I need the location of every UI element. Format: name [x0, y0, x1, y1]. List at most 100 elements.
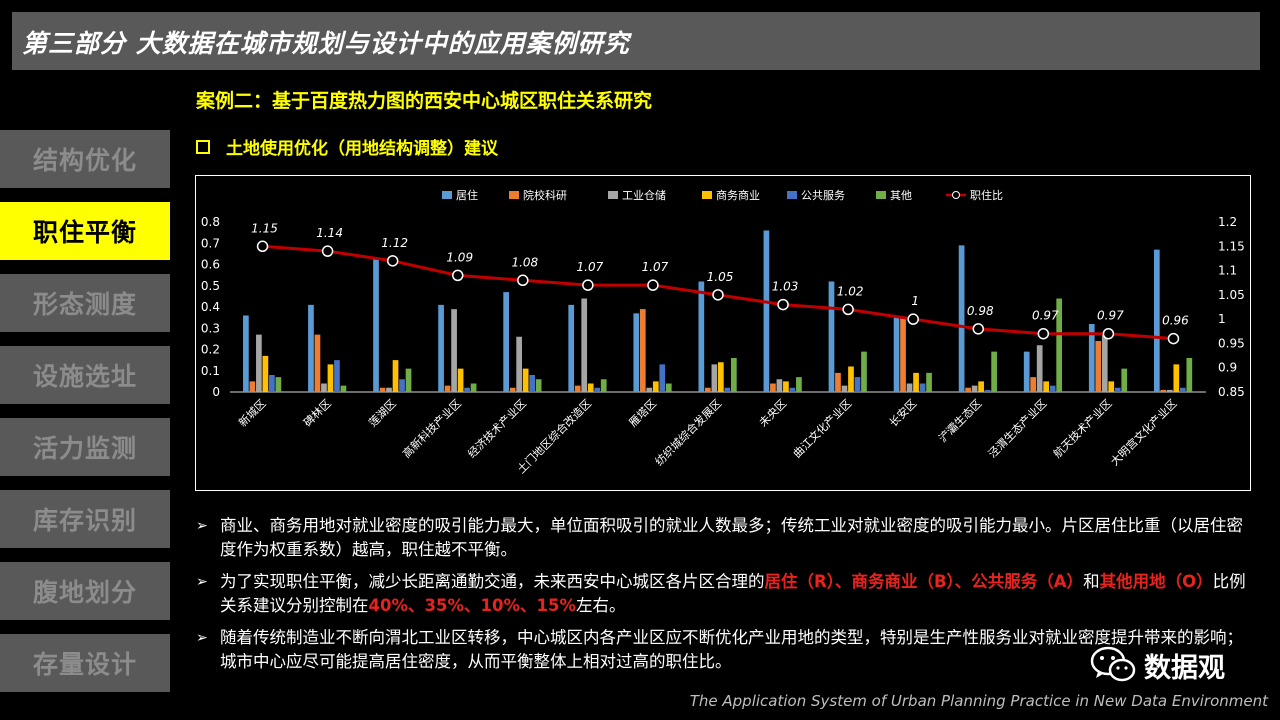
bar — [386, 387, 392, 392]
bar — [718, 362, 724, 392]
ratio-point — [451, 269, 464, 282]
sidebar-item-8[interactable]: 存量设计 — [0, 634, 170, 692]
bar — [900, 317, 906, 392]
legend-label: 工业仓储 — [622, 188, 666, 202]
bar — [392, 360, 399, 392]
y2-tick-label: 1.05 — [1218, 288, 1245, 302]
ratio-point — [1037, 327, 1050, 340]
bar — [1101, 334, 1108, 392]
ratio-point — [972, 323, 985, 335]
bar — [535, 379, 542, 392]
data-label: 1.12 — [381, 236, 408, 250]
square-bullet-icon — [196, 139, 210, 154]
bar — [262, 355, 269, 392]
bullet-item: ➢ 商业、商务用地对就业密度的吸引能力最大，单位面积吸引的就业人数最多；传统工业对… — [192, 514, 1254, 562]
legend-swatch — [442, 191, 452, 199]
bar — [1095, 341, 1102, 392]
sidebar-item-label: 存量设计 — [32, 650, 137, 679]
bar — [913, 372, 919, 392]
bar — [1160, 389, 1167, 392]
bar — [334, 360, 340, 392]
bar — [587, 383, 594, 392]
bar — [965, 387, 971, 392]
ratio-point — [517, 274, 529, 287]
legend-label: 院校科研 — [523, 188, 567, 202]
bullet-list: ➢ 商业、商务用地对就业密度的吸引能力最大，单位面积吸引的就业人数最多；传统工业对… — [192, 514, 1254, 682]
header-bar — [12, 12, 1260, 70]
data-label: 1.09 — [446, 250, 473, 264]
footer-text: The Application System of Urban Planning… — [689, 692, 1268, 710]
bar — [340, 385, 347, 392]
bar — [373, 258, 379, 392]
bar — [1153, 249, 1160, 392]
y-tick-label: 0.7 — [201, 236, 220, 250]
bullet-item: ➢ 为了实现职住平衡，减少长距离通勤交通，未来西安中心城区各片区合理的居住（R）、… — [192, 570, 1254, 618]
legend-swatch — [787, 191, 797, 199]
sidebar-item-label: 库存识别 — [32, 506, 137, 535]
data-label: 1.07 — [642, 260, 669, 274]
bar — [796, 377, 802, 392]
sidebar-item-5[interactable]: 活力监测 — [0, 418, 170, 476]
bar — [1036, 345, 1043, 392]
x-tick-label: 泾渭生态产业区 — [985, 396, 1049, 460]
bar — [243, 315, 249, 392]
data-label: 1.14 — [316, 226, 343, 240]
bar — [438, 304, 444, 392]
ratio-point — [582, 279, 594, 291]
bullet-text: 和 — [1083, 572, 1100, 591]
highlight-text: 其他用地（O） — [1099, 572, 1213, 591]
y2-tick-label: 1 — [1218, 312, 1226, 326]
bar — [828, 281, 835, 392]
x-tick-label: 新城区 — [235, 396, 268, 429]
sidebar-item-4[interactable]: 设施选址 — [0, 346, 170, 404]
sidebar-item-1[interactable]: 结构优化 — [0, 130, 170, 188]
bar — [405, 368, 412, 392]
x-tick-label: 莲湖区 — [366, 397, 399, 430]
ratio-point — [386, 255, 399, 267]
bar — [1043, 381, 1050, 392]
logo: 数据观 — [1090, 645, 1225, 685]
bar — [509, 387, 516, 392]
bullet-text: 为了实现职住平衡，减少长距离通勤交通，未来西安中心城区各片区合理的 — [220, 572, 765, 591]
bar — [269, 375, 275, 392]
highlight-text: 居住（R）、商务商业（B）、公共服务（A） — [764, 572, 1084, 591]
bar — [516, 336, 522, 392]
legend-swatch — [509, 191, 519, 199]
sidebar-item-2[interactable]: 职住平衡 — [0, 202, 170, 260]
bar — [1179, 387, 1186, 392]
bar — [861, 351, 867, 392]
bullet-text: 左右。 — [575, 596, 626, 615]
bar — [457, 368, 464, 392]
bar — [991, 351, 997, 392]
bar — [958, 245, 965, 392]
case-title: 案例二：基于百度热力图的西安中心城区职住关系研究 — [196, 90, 653, 112]
bar — [984, 389, 991, 392]
x-tick-label: 纺织城综合发展区 — [652, 396, 724, 468]
sidebar-item-6[interactable]: 库存识别 — [0, 490, 170, 548]
bar — [1186, 358, 1193, 392]
y2-tick-label: 1.15 — [1218, 239, 1245, 253]
bar — [659, 364, 666, 392]
sidebar-item-7[interactable]: 腹地划分 — [0, 562, 170, 620]
y2-tick-label: 0.95 — [1218, 336, 1245, 350]
bar — [639, 309, 646, 392]
section-subtitle: 土地使用优化（用地结构调整）建议 — [196, 134, 498, 159]
bar — [1108, 381, 1115, 392]
highlight-text: 40%、35%、10%、15% — [368, 596, 576, 615]
sidebar-item-3[interactable]: 形态测度 — [0, 274, 170, 332]
data-label: 1.08 — [511, 255, 538, 269]
bar — [633, 313, 640, 392]
bar — [906, 383, 913, 392]
bar — [848, 366, 854, 392]
x-tick-label: 航天技术产业区 — [1050, 396, 1114, 460]
data-label: 1 — [911, 294, 919, 308]
bar — [594, 387, 601, 392]
bar — [470, 383, 477, 392]
bar — [1030, 377, 1037, 392]
y2-tick-label: 0.9 — [1218, 361, 1237, 375]
data-label: 0.97 — [1097, 309, 1124, 323]
legend-swatch — [952, 191, 960, 199]
bar — [926, 372, 932, 392]
bar — [1166, 389, 1173, 392]
y-tick-label: 0.3 — [201, 321, 220, 335]
